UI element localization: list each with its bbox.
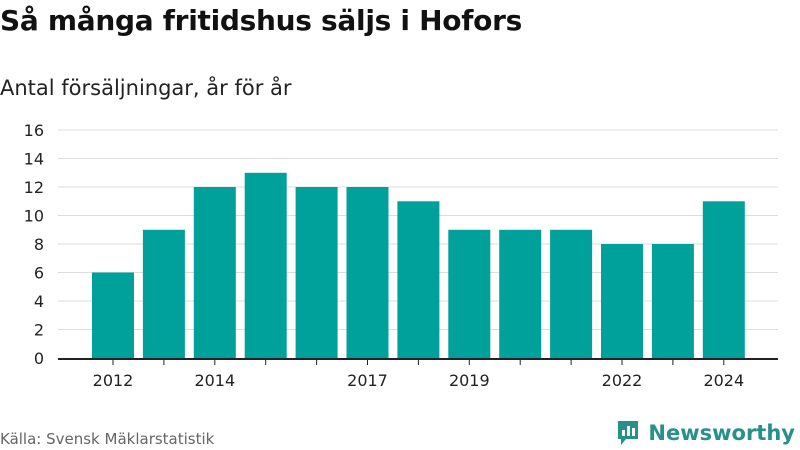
- newsworthy-logo-icon: [618, 421, 639, 445]
- bar-2015[interactable]: [244, 172, 287, 359]
- chart-subtitle: Antal försäljningar, år för år: [0, 76, 292, 100]
- y-tick-label: 2: [34, 321, 44, 340]
- bar-2013[interactable]: [142, 229, 185, 359]
- x-axis: 2012 2014 2017 2019 2022 2024: [58, 358, 778, 390]
- x-tick-label: 2014: [194, 371, 235, 390]
- bar-2022[interactable]: [601, 244, 643, 358]
- y-tick-label: 14: [24, 150, 44, 169]
- bar-2016[interactable]: [295, 187, 338, 358]
- bar-2012[interactable]: [92, 272, 134, 359]
- x-tick-label: 2019: [449, 371, 490, 390]
- y-tick-label: 0: [34, 349, 44, 368]
- bars: [92, 172, 745, 359]
- x-tick-label: 2017: [347, 371, 388, 390]
- x-tick-label: 2022: [602, 371, 643, 390]
- bar-2024[interactable]: [702, 201, 745, 359]
- brand[interactable]: Newsworthy: [616, 419, 795, 447]
- y-tick-labels: 0 2 4 6 8 10 12 14 16: [24, 121, 44, 368]
- y-tick-label: 4: [34, 292, 44, 311]
- y-tick-label: 12: [24, 178, 44, 197]
- x-tick-label: 2024: [703, 371, 744, 390]
- y-tick-label: 6: [34, 264, 44, 283]
- bar-2017[interactable]: [346, 187, 389, 358]
- bar-2019[interactable]: [448, 229, 491, 359]
- y-tick-label: 8: [34, 235, 44, 254]
- y-tick-label: 10: [24, 207, 44, 226]
- bar-2018[interactable]: [397, 201, 440, 359]
- source-note: Källa: Svensk Mäklarstatistik: [0, 430, 215, 448]
- bar-2023[interactable]: [651, 244, 694, 358]
- y-tick-label: 16: [24, 121, 44, 140]
- bar-2020[interactable]: [499, 229, 542, 359]
- bar-2014[interactable]: [193, 187, 236, 358]
- chart-title: Så många fritidshus säljs i Hofors: [0, 4, 522, 37]
- brand-name: Newsworthy: [648, 421, 795, 445]
- x-tick-label: 2012: [93, 371, 134, 390]
- bar-2021[interactable]: [550, 229, 593, 359]
